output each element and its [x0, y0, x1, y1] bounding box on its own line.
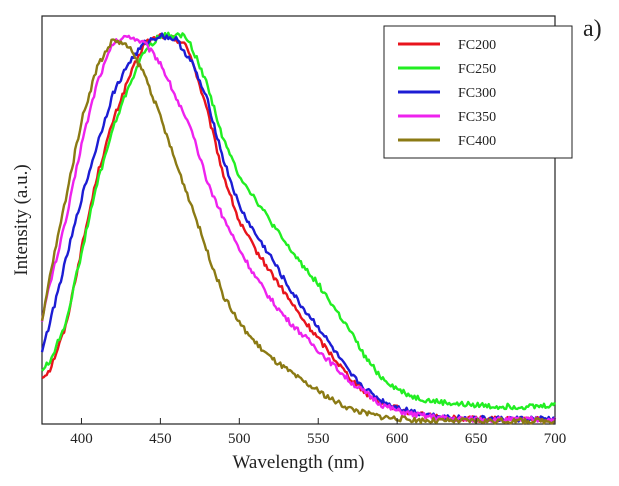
x-tick-label: 400	[70, 431, 93, 447]
legend-label-fc250: FC250	[458, 62, 496, 77]
x-tick-label: 600	[386, 431, 409, 447]
x-axis-title: Wavelength (nm)	[233, 452, 365, 473]
panel-label: a)	[583, 16, 602, 42]
legend-label-fc400: FC400	[458, 134, 496, 149]
series-line-fc250	[41, 31, 557, 411]
x-tick-label: 450	[149, 431, 172, 447]
legend: FC200 FC250 FC300 FC350 FC400	[383, 25, 573, 159]
series-line-fc350	[40, 34, 557, 424]
x-tick-label: 650	[465, 431, 488, 447]
y-axis-title: Intensity (a.u.)	[11, 164, 32, 275]
x-tick-label: 500	[228, 431, 251, 447]
series-line-fc400	[40, 38, 556, 425]
plot-area: 400 450 500 550 600 650 700	[40, 15, 566, 447]
x-tick-label: 550	[307, 431, 330, 447]
series-group	[40, 31, 557, 425]
legend-label-fc350: FC350	[458, 110, 496, 125]
legend-label-fc300: FC300	[458, 86, 496, 101]
plot-frame	[41, 15, 556, 425]
x-tick-label: 700	[544, 431, 567, 447]
legend-label-fc200: FC200	[458, 38, 496, 53]
x-ticks: 400 450 500 550 600 650 700	[70, 418, 566, 447]
